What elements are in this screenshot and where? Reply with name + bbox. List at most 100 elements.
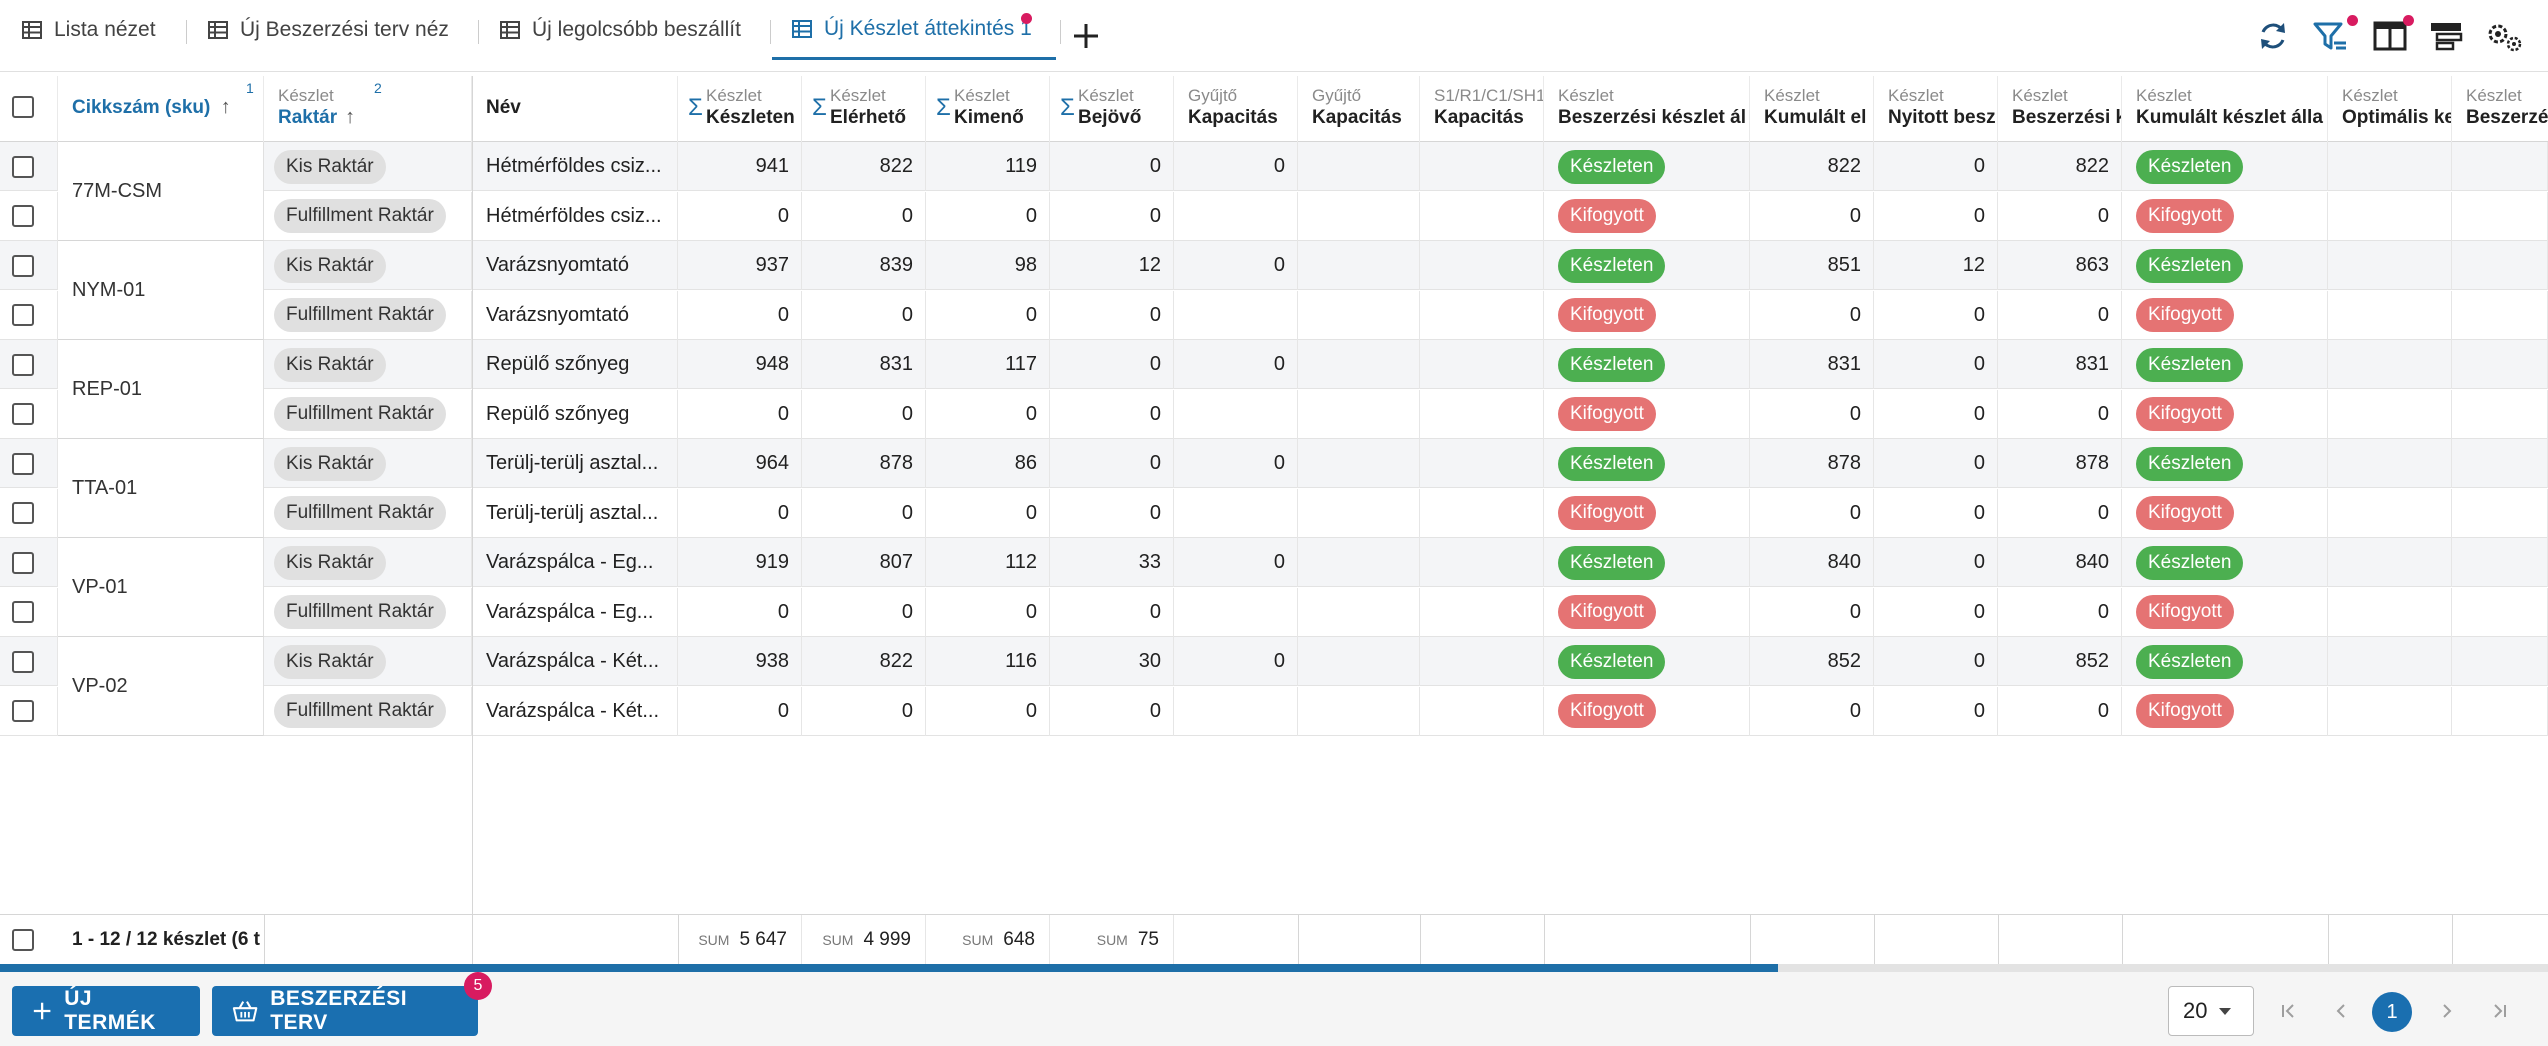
- table-row[interactable]: Kis Raktár Varázspálca - Eg... 919 807 112 33…: [0, 538, 2548, 587]
- table-row[interactable]: Fulfillment Raktár Varázspálca - Eg... 0 0 0…: [0, 587, 2548, 637]
- row-checkbox[interactable]: [12, 304, 34, 326]
- page-size-select[interactable]: 20: [2168, 986, 2254, 1036]
- keszleten-cell: 0: [678, 290, 802, 340]
- table-row[interactable]: Kis Raktár Terülj-terülj asztal... 964 878 8…: [0, 439, 2548, 488]
- row-checkbox[interactable]: [12, 502, 34, 524]
- prev-page-button[interactable]: [2324, 994, 2358, 1028]
- table-row[interactable]: Kis Raktár Hétmérföldes csiz... 941 822 119 0…: [0, 142, 2548, 191]
- col-gyujto-kapacitas-1[interactable]: Gyűjtő Kapacitás: [1174, 76, 1298, 142]
- row-checkbox[interactable]: [12, 601, 34, 623]
- columns-button[interactable]: [2368, 14, 2412, 58]
- col-beszerzes[interactable]: Készlet Beszerzé: [2452, 76, 2548, 142]
- cell-value: 0: [2097, 303, 2109, 326]
- footer-checkbox[interactable]: [12, 929, 34, 951]
- tab-divider: [1060, 20, 1061, 44]
- sku-cell[interactable]: 77M-CSM: [58, 142, 264, 241]
- row-checkbox[interactable]: [12, 254, 34, 277]
- col-beszerzesi-keszlet[interactable]: Készlet Beszerzési k: [1998, 76, 2122, 142]
- sku-cell[interactable]: VP-02: [58, 637, 264, 736]
- row-checkbox[interactable]: [12, 551, 34, 574]
- horizontal-scrollbar[interactable]: [0, 964, 2548, 972]
- col-kumulalt-keszlet-allapot[interactable]: Készlet Kumulált készlet álla: [2122, 76, 2328, 142]
- last-page-button[interactable]: [2482, 994, 2516, 1028]
- tab-legolcsobb-beszallito[interactable]: Új legolcsóbb beszállít: [480, 0, 770, 60]
- col-elerheto[interactable]: Σ Készlet Elérhető: [802, 76, 926, 142]
- table-row[interactable]: Fulfillment Raktár Varázspálca - Két... 0 0…: [0, 686, 2548, 736]
- select-all-checkbox[interactable]: [12, 96, 34, 118]
- empty-cell: [1420, 191, 1544, 241]
- col-sku[interactable]: Cikkszám (sku) ↑ 1: [58, 76, 264, 142]
- row-checkbox[interactable]: [12, 452, 34, 475]
- nyitott-cell: 0: [1874, 389, 1998, 439]
- new-product-button[interactable]: ÚJ TERMÉK: [12, 986, 200, 1036]
- cell-value: 0: [901, 402, 913, 425]
- table-row[interactable]: Kis Raktár Varázsnyomtató 937 839 98 12 0 Készl…: [0, 241, 2548, 290]
- sku-cell[interactable]: TTA-01: [58, 439, 264, 538]
- row-select-cell: [0, 389, 58, 439]
- sku-cell[interactable]: VP-01: [58, 538, 264, 637]
- add-tab-button[interactable]: [1064, 14, 1108, 58]
- besz-cell: 0: [1998, 389, 2122, 439]
- col-gyujto-kapacitas-2[interactable]: Gyűjtő Kapacitás: [1298, 76, 1420, 142]
- sku-cell[interactable]: NYM-01: [58, 241, 264, 340]
- table-row[interactable]: Fulfillment Raktár Varázsnyomtató 0 0 0 0 Kifo…: [0, 290, 2548, 340]
- status-badge: Kifogyott: [2136, 298, 2234, 332]
- filter-icon: [2313, 22, 2346, 50]
- col-bejovo[interactable]: Σ Készlet Bejövő: [1050, 76, 1174, 142]
- sku-cell[interactable]: REP-01: [58, 340, 264, 439]
- table-row[interactable]: Kis Raktár Varázspálca - Két... 938 822 116 3…: [0, 637, 2548, 686]
- table-row[interactable]: Kis Raktár Repülő szőnyeg 948 831 117 0 0 Készl…: [0, 340, 2548, 389]
- group-button[interactable]: [2424, 14, 2468, 58]
- status-badge: Kifogyott: [2136, 595, 2234, 629]
- cell-value: 0: [2097, 501, 2109, 524]
- cell-value: 0: [1025, 600, 1037, 623]
- col-nyitott-beszerzes[interactable]: Készlet Nyitott besz: [1874, 76, 1998, 142]
- kap1-cell: 0: [1174, 538, 1298, 587]
- first-page-button[interactable]: [2272, 994, 2306, 1028]
- kimeno-cell: 0: [926, 488, 1050, 538]
- tab-beszerzesi-terv[interactable]: Új Beszerzési terv néz: [188, 0, 480, 60]
- warehouse-cell: Fulfillment Raktár: [264, 488, 472, 538]
- scrollbar-thumb[interactable]: [0, 964, 1778, 972]
- basket-icon: [232, 1001, 258, 1022]
- empty-cell: [2452, 191, 2548, 241]
- nyitott-cell: 0: [1874, 587, 1998, 637]
- current-page-button[interactable]: 1: [2372, 992, 2412, 1032]
- next-page-button[interactable]: [2430, 994, 2464, 1028]
- filter-button[interactable]: [2309, 14, 2353, 58]
- empty-cell: [2328, 686, 2452, 736]
- table-row[interactable]: Fulfillment Raktár Terülj-terülj asztal..…: [0, 488, 2548, 538]
- empty-cell: [2452, 686, 2548, 736]
- status-cell: Készleten: [1544, 340, 1750, 389]
- row-checkbox[interactable]: [12, 700, 34, 722]
- empty-cell: [2328, 538, 2452, 587]
- row-checkbox[interactable]: [12, 205, 34, 227]
- col-kimeno[interactable]: Σ Készlet Kimenő: [926, 76, 1050, 142]
- row-checkbox[interactable]: [12, 353, 34, 376]
- tab-lista-nezet[interactable]: Lista nézet: [2, 0, 180, 60]
- col-kumulalt-elerheto[interactable]: Készlet Kumulált el: [1750, 76, 1874, 142]
- refresh-button[interactable]: [2251, 14, 2295, 58]
- tab-keszlet-attekintes[interactable]: Új Készlet áttekintés 1: [772, 0, 1056, 60]
- table-row[interactable]: Fulfillment Raktár Hétmérföldes csiz... 0 0…: [0, 191, 2548, 241]
- col-beszerzesi-keszlet-allapot[interactable]: Készlet Beszerzési készlet ál: [1544, 76, 1750, 142]
- cell-value: 0: [1849, 402, 1861, 425]
- col-s1-kapacitas[interactable]: S1/R1/C1/SH1 Kapacitás: [1420, 76, 1544, 142]
- col-keszleten[interactable]: Σ Készlet Készleten: [678, 76, 802, 142]
- keszleten-cell: 938: [678, 637, 802, 686]
- row-checkbox[interactable]: [12, 403, 34, 425]
- col-raktar[interactable]: Készlet Raktár ↑ 2: [264, 76, 472, 142]
- table-row[interactable]: Fulfillment Raktár Repülő szőnyeg 0 0 0 0 Kifo…: [0, 389, 2548, 439]
- group-rows-icon: [2431, 23, 2463, 51]
- tab-divider: [186, 20, 187, 44]
- bejovo-cell: 0: [1050, 340, 1174, 389]
- row-checkbox[interactable]: [12, 155, 34, 178]
- last-page-icon: [2494, 1004, 2506, 1018]
- purchase-plan-button[interactable]: BESZERZÉSI TERV: [212, 986, 478, 1036]
- col-optimalis-keszlet[interactable]: Készlet Optimális ke: [2328, 76, 2452, 142]
- besz-cell: 0: [1998, 587, 2122, 637]
- col-nev[interactable]: Név: [472, 76, 678, 142]
- settings-button[interactable]: [2482, 14, 2526, 58]
- cell-value: 0: [777, 501, 789, 524]
- row-checkbox[interactable]: [12, 650, 34, 673]
